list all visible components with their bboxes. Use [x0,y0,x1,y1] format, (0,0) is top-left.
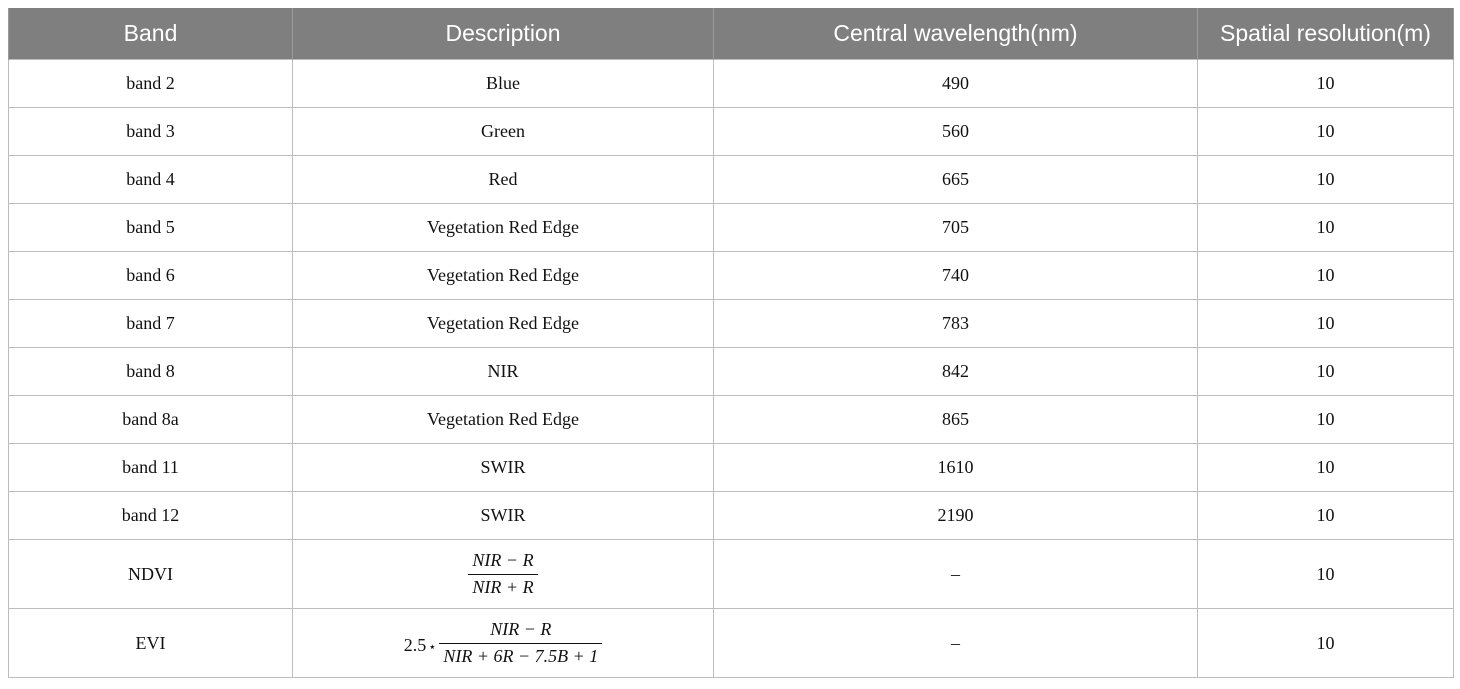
evi-denominator: NIR + 6R − 7.5B + 1 [439,642,603,668]
evi-fraction: NIR − R NIR + 6R − 7.5B + 1 [439,618,603,668]
band-cell: band 5 [8,203,293,252]
table-row: band 4 Red 665 10 [8,155,1454,204]
band-cell: band 2 [8,59,293,108]
resolution-cell: 10 [1197,539,1454,609]
header-row: Band Description Central wavelength(nm) … [8,8,1454,60]
description-cell: Vegetation Red Edge [292,203,714,252]
ndvi-formula: NIR − R NIR + R [468,549,538,599]
resolution-cell: 10 [1197,608,1454,678]
band-cell: band 6 [8,251,293,300]
table-row: band 2 Blue 490 10 [8,59,1454,108]
band-cell: EVI [8,608,293,678]
wavelength-cell: 865 [713,395,1198,444]
wavelength-cell: 490 [713,59,1198,108]
band-cell: band 4 [8,155,293,204]
description-cell: Red [292,155,714,204]
table-row-ndvi: NDVI NIR − R NIR + R – 10 [8,539,1454,609]
resolution-cell: 10 [1197,491,1454,540]
evi-coefficient: 2.5 [403,634,427,655]
table-row: band 5 Vegetation Red Edge 705 10 [8,203,1454,252]
ndvi-denominator: NIR + R [468,573,538,599]
evi-formula: 2.5 ⋆ NIR − R NIR + 6R − 7.5B + 1 [404,619,603,667]
table-row-evi: EVI 2.5 ⋆ NIR − R NIR + 6R − 7.5B + 1 – … [8,608,1454,678]
header-description: Description [292,8,714,60]
resolution-cell: 10 [1197,155,1454,204]
table-row: band 6 Vegetation Red Edge 740 10 [8,251,1454,300]
table-row: band 3 Green 560 10 [8,107,1454,156]
resolution-cell: 10 [1197,347,1454,396]
header-central-wavelength: Central wavelength(nm) [713,8,1198,60]
ndvi-numerator: NIR − R [472,549,534,570]
ndvi-formula-cell: NIR − R NIR + R [292,539,714,609]
wavelength-cell: 740 [713,251,1198,300]
description-cell: Vegetation Red Edge [292,299,714,348]
description-cell: SWIR [292,491,714,540]
wavelength-cell: 1610 [713,443,1198,492]
evi-operator: ⋆ [428,639,437,654]
band-cell: band 12 [8,491,293,540]
resolution-cell: 10 [1197,395,1454,444]
description-cell: Vegetation Red Edge [292,395,714,444]
evi-numerator: NIR − R [490,618,552,639]
table-row: band 7 Vegetation Red Edge 783 10 [8,299,1454,348]
evi-formula-cell: 2.5 ⋆ NIR − R NIR + 6R − 7.5B + 1 [292,608,714,678]
band-cell: band 8a [8,395,293,444]
table-row: band 12 SWIR 2190 10 [8,491,1454,540]
wavelength-cell: – [713,539,1198,609]
resolution-cell: 10 [1197,59,1454,108]
resolution-cell: 10 [1197,107,1454,156]
header-spatial-resolution: Spatial resolution(m) [1197,8,1454,60]
description-cell: Green [292,107,714,156]
band-cell: NDVI [8,539,293,609]
band-cell: band 8 [8,347,293,396]
description-cell: NIR [292,347,714,396]
table-row: band 11 SWIR 1610 10 [8,443,1454,492]
resolution-cell: 10 [1197,299,1454,348]
bands-table: Band Description Central wavelength(nm) … [8,8,1454,678]
wavelength-cell: 783 [713,299,1198,348]
wavelength-cell: – [713,608,1198,678]
table-row: band 8 NIR 842 10 [8,347,1454,396]
table-row: band 8a Vegetation Red Edge 865 10 [8,395,1454,444]
ndvi-fraction: NIR − R NIR + R [468,549,538,599]
resolution-cell: 10 [1197,251,1454,300]
band-cell: band 11 [8,443,293,492]
description-cell: Blue [292,59,714,108]
wavelength-cell: 842 [713,347,1198,396]
description-cell: SWIR [292,443,714,492]
header-band: Band [8,8,293,60]
wavelength-cell: 2190 [713,491,1198,540]
band-cell: band 7 [8,299,293,348]
band-cell: band 3 [8,107,293,156]
description-cell: Vegetation Red Edge [292,251,714,300]
resolution-cell: 10 [1197,203,1454,252]
wavelength-cell: 560 [713,107,1198,156]
wavelength-cell: 665 [713,155,1198,204]
resolution-cell: 10 [1197,443,1454,492]
wavelength-cell: 705 [713,203,1198,252]
